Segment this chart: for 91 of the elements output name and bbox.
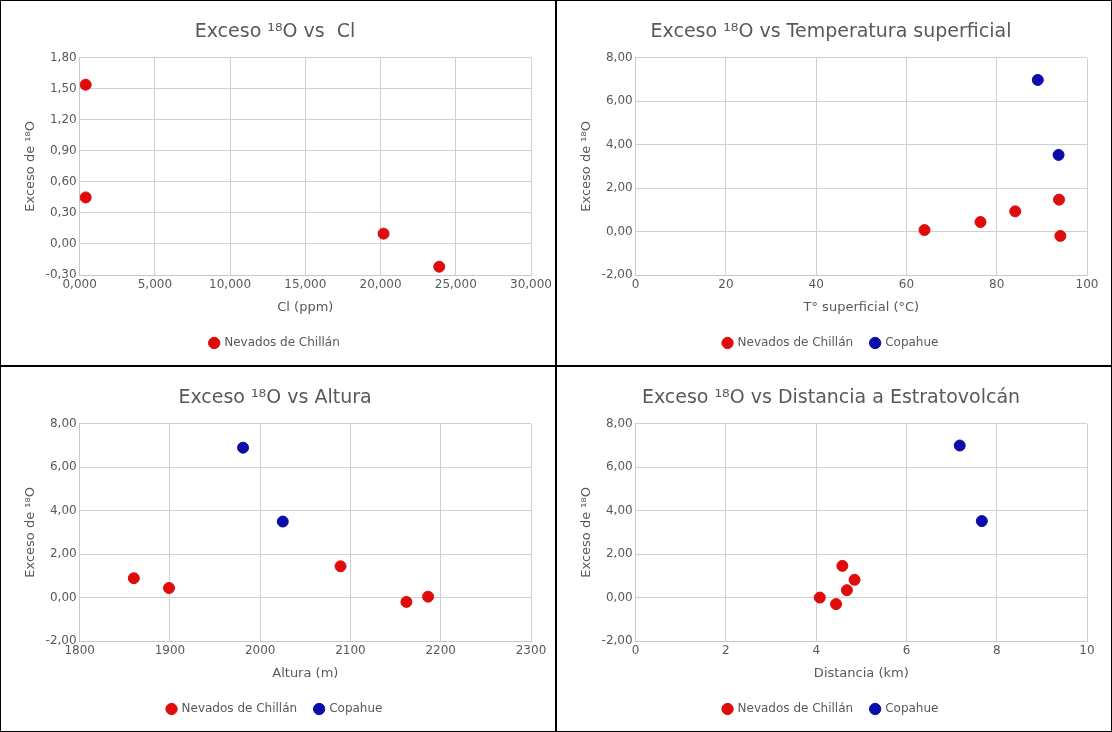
chart-title: Exceso ¹⁸O vs Distancia a Estratovolcán <box>641 385 1021 408</box>
y-axis-title: Exceso de ¹⁸O <box>578 487 594 578</box>
x-tick-label: 60 <box>898 277 915 292</box>
legend-label: Nevados de Chillán <box>224 335 340 350</box>
point <box>79 78 92 91</box>
x-tick-label: 2 <box>722 643 730 658</box>
y-tick-label: 0,30 <box>49 205 77 220</box>
legend-label: Nevados de Chillán <box>181 701 298 716</box>
point <box>422 590 435 603</box>
point <box>1053 193 1066 206</box>
x-tick-label: 80 <box>989 277 1005 292</box>
point <box>276 515 289 528</box>
x-tick-label: 40 <box>808 277 824 292</box>
y-axis-title: Exceso de ¹⁸O <box>22 487 38 578</box>
point <box>1009 205 1022 218</box>
y-tick-label: 1,80 <box>49 49 77 64</box>
y-tick-label: 4,00 <box>49 502 77 517</box>
y-tick-label: 8,00 <box>605 49 633 64</box>
y-tick-label: 0,00 <box>605 589 633 604</box>
chart-title: Exceso ¹⁸O vs Altura <box>178 385 372 408</box>
point <box>830 598 843 611</box>
x-tick-label: 4 <box>812 643 821 658</box>
point <box>975 515 988 528</box>
x-tick-label: 10,000 <box>209 277 252 292</box>
x-tick-label: 15,000 <box>284 277 327 292</box>
point <box>953 439 966 452</box>
point <box>848 573 861 586</box>
y-tick-label: 2,00 <box>605 180 633 195</box>
y-tick-label: -2,00 <box>601 633 633 648</box>
x-tick-label: 2300 <box>515 643 547 658</box>
legend-label: Nevados de Chillán <box>737 701 854 716</box>
x-tick-label: 0 <box>631 277 640 292</box>
x-tick-label: 20,000 <box>359 277 402 292</box>
y-tick-label: 4,00 <box>605 502 633 517</box>
x-tick-label: 5,000 <box>137 277 173 292</box>
x-axis-title: Distancia (km) <box>813 664 909 680</box>
legend-label: Copahue <box>329 701 383 716</box>
x-tick-label: 2100 <box>335 643 366 658</box>
y-tick-label: 2,00 <box>605 546 633 561</box>
point <box>433 260 446 273</box>
legend-label: Copahue <box>885 701 939 716</box>
y-tick-label: 1,50 <box>49 80 77 95</box>
y-tick-label: -2,00 <box>601 267 633 282</box>
y-tick-label: 6,00 <box>49 459 77 474</box>
chart-title: Exceso ¹⁸O vs Cl <box>194 19 356 42</box>
y-tick-label: 8,00 <box>49 415 77 430</box>
point <box>1054 229 1067 242</box>
x-tick-label: 100 <box>1075 277 1099 292</box>
y-tick-label: 2,00 <box>49 546 77 561</box>
x-axis-title: Altura (m) <box>272 664 339 680</box>
point <box>840 584 853 597</box>
x-tick-label: 25,000 <box>434 277 477 292</box>
point <box>1052 148 1065 161</box>
y-tick-label: 0,00 <box>49 589 77 604</box>
legend-label: Nevados de Chillán <box>737 335 854 350</box>
point <box>1031 73 1044 86</box>
point <box>79 191 92 204</box>
point <box>237 441 250 454</box>
point <box>163 582 176 594</box>
y-tick-label: 6,00 <box>605 459 633 474</box>
point <box>918 224 931 237</box>
chart-title: Exceso ¹⁸O vs Temperatura superficial <box>650 19 1012 42</box>
point <box>334 560 347 573</box>
point <box>127 572 140 585</box>
x-tick-label: 2000 <box>244 643 276 658</box>
x-axis-title: T° superficial (°C) <box>802 298 920 314</box>
point <box>974 216 987 228</box>
y-tick-label: 0,00 <box>605 223 633 238</box>
legend-label: Copahue <box>885 335 939 350</box>
y-axis-title: Exceso de ¹⁸O <box>22 121 38 212</box>
y-tick-label: 1,20 <box>49 111 77 126</box>
x-axis-title: Cl (ppm) <box>277 298 334 314</box>
point <box>836 559 849 572</box>
x-tick-label: 30,000 <box>510 277 552 292</box>
y-tick-label: 8,00 <box>605 415 633 430</box>
x-tick-label: 10 <box>1079 643 1095 658</box>
point <box>377 227 390 240</box>
x-tick-label: 1900 <box>154 643 186 658</box>
y-tick-label: 0,00 <box>49 236 77 251</box>
x-tick-label: 6 <box>902 643 911 658</box>
y-tick-label: 6,00 <box>605 93 633 108</box>
x-tick-label: 8 <box>992 643 1001 658</box>
x-tick-label: 0 <box>631 643 640 658</box>
x-tick-label: 20 <box>718 277 734 292</box>
y-tick-label: 4,00 <box>605 136 633 151</box>
x-tick-label: 2200 <box>425 643 456 658</box>
y-axis-title: Exceso de ¹⁸O <box>578 121 594 212</box>
y-tick-label: 0,60 <box>49 174 77 189</box>
point <box>400 595 413 608</box>
y-tick-label: 0,90 <box>49 143 77 158</box>
point <box>813 591 826 604</box>
